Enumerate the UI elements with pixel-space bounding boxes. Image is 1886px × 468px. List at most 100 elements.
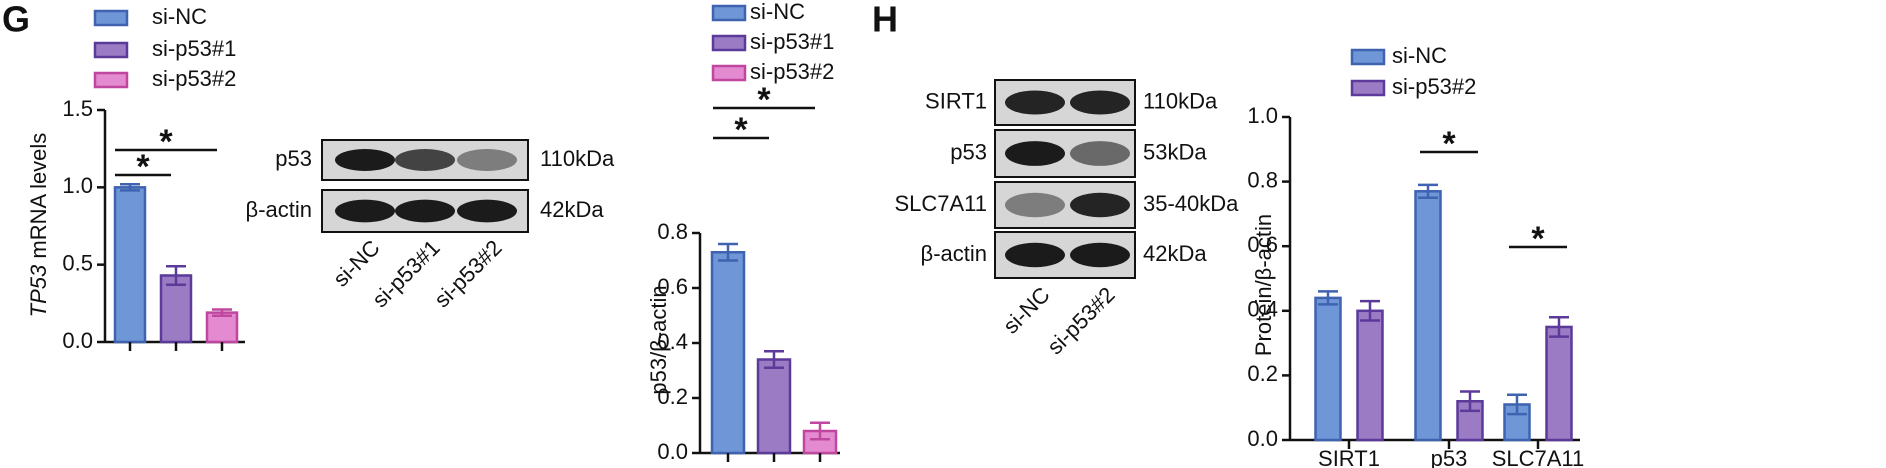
bar: [756, 358, 792, 455]
blot-size-label: 42kDa: [540, 197, 604, 222]
y-axis-label: Protein/β-actin: [1251, 214, 1276, 356]
error-bar: [1460, 390, 1480, 413]
blot-band: [1070, 242, 1130, 268]
blot-band: [1005, 242, 1065, 268]
blot-row-label: β-actin: [921, 241, 987, 266]
blot-band: [1005, 192, 1065, 218]
error-bar: [166, 264, 186, 287]
legend-label: si-NC: [152, 4, 207, 29]
y-tick-label: 1.0: [1247, 103, 1278, 128]
lane-label: si-p53#2: [1042, 282, 1119, 359]
y-tick-label: 1.0: [62, 173, 93, 198]
error-bar: [810, 421, 830, 441]
y-tick-label: 0.2: [1247, 361, 1278, 386]
significance-label: *: [1531, 220, 1545, 258]
error-bar: [718, 242, 738, 262]
panel-letter: H: [872, 0, 898, 40]
blot-row-label: p53: [950, 139, 987, 164]
bar: [159, 274, 193, 344]
blot-band: [1070, 90, 1130, 115]
y-tick-label: 0.0: [1247, 426, 1278, 451]
y-tick-label: 0.4: [1247, 297, 1278, 322]
legend-label: si-NC: [1392, 43, 1447, 68]
blot-band: [335, 149, 395, 171]
y-tick-label: 0.8: [657, 219, 688, 244]
blot-row-label: p53: [275, 146, 312, 171]
significance-label: *: [734, 111, 748, 149]
y-tick-label: 0.6: [1247, 232, 1278, 257]
blot-size-label: 110kDa: [1143, 88, 1218, 113]
blot-band: [457, 199, 517, 223]
blot-band: [1070, 192, 1130, 218]
blot-band: [1070, 141, 1130, 166]
significance-label: *: [159, 123, 173, 161]
error-bar: [1360, 299, 1380, 322]
blot-band: [395, 199, 455, 223]
error-bar: [1549, 316, 1569, 338]
bar: [1314, 296, 1342, 442]
y-axis-label-gene: TP53: [26, 264, 51, 317]
y-tick-label: 0.0: [62, 328, 93, 353]
lane-label: si-p53#2: [429, 235, 506, 312]
legend-swatch: [1350, 79, 1386, 97]
legend-swatch: [711, 34, 747, 52]
blot-size-label: 110kDa: [540, 146, 615, 171]
legend-swatch: [711, 64, 747, 82]
y-axis-label: p53/β-actin: [646, 285, 671, 394]
y-tick-label: 0.2: [657, 384, 688, 409]
bar: [205, 311, 239, 344]
lane-label: si-p53#1: [367, 235, 444, 312]
lane-label: si-NC: [998, 282, 1055, 339]
error-bar: [1418, 183, 1438, 199]
significance-label: *: [757, 81, 771, 119]
x-tick-label: SIRT1: [1318, 446, 1380, 468]
legend-label: si-p53#2: [152, 66, 236, 91]
legend-label: si-p53#2: [1392, 74, 1476, 99]
lane-label: si-NC: [328, 235, 385, 292]
blot-row-label: β-actin: [246, 197, 312, 222]
legend-swatch: [93, 71, 129, 89]
legend-label: si-p53#1: [152, 36, 236, 61]
y-axis-label: TP53 mRNA levels: [26, 133, 51, 318]
bar: [710, 251, 746, 455]
blot-row-label: SIRT1: [925, 88, 987, 113]
blot-band: [395, 149, 455, 171]
y-tick-label: 0.4: [657, 329, 688, 354]
panel-letter: G: [2, 0, 30, 40]
error-bar: [1507, 393, 1527, 416]
y-axis-label-text: p53/β-actin: [646, 285, 671, 394]
y-tick-label: 1.5: [62, 96, 93, 121]
legend-swatch: [1350, 48, 1386, 66]
y-axis-label-text: Protein/β-actin: [1251, 214, 1276, 356]
legend-swatch: [93, 9, 129, 27]
significance-label: *: [1442, 125, 1456, 163]
bar: [1356, 309, 1384, 442]
bar: [113, 186, 147, 344]
x-tick-label: p53: [1431, 446, 1468, 468]
blot-size-label: 42kDa: [1143, 241, 1207, 266]
y-tick-label: 0.8: [1247, 167, 1278, 192]
error-bar: [1318, 290, 1338, 306]
blot-band: [335, 199, 395, 223]
blot-band: [457, 149, 517, 171]
blot-size-label: 35-40kDa: [1143, 191, 1239, 216]
y-tick-label: 0.6: [657, 274, 688, 299]
legend-swatch: [93, 41, 129, 59]
bar: [1414, 190, 1442, 442]
y-tick-label: 0.0: [657, 439, 688, 464]
error-bar: [120, 182, 140, 192]
x-tick-label: SLC7A11: [1492, 446, 1585, 468]
y-axis-label-text: mRNA levels: [26, 133, 51, 259]
legend-label: si-p53#2: [750, 59, 834, 84]
error-bar: [764, 350, 784, 369]
blot-size-label: 53kDa: [1143, 139, 1207, 164]
blot-row-label: SLC7A11: [894, 191, 987, 216]
legend-label: si-p53#1: [750, 29, 834, 54]
error-bar: [212, 308, 232, 317]
blot-band: [1005, 90, 1065, 115]
blot-band: [1005, 141, 1065, 166]
bar: [1545, 325, 1573, 442]
legend-label: si-NC: [750, 0, 805, 24]
y-tick-label: 0.5: [62, 250, 93, 275]
